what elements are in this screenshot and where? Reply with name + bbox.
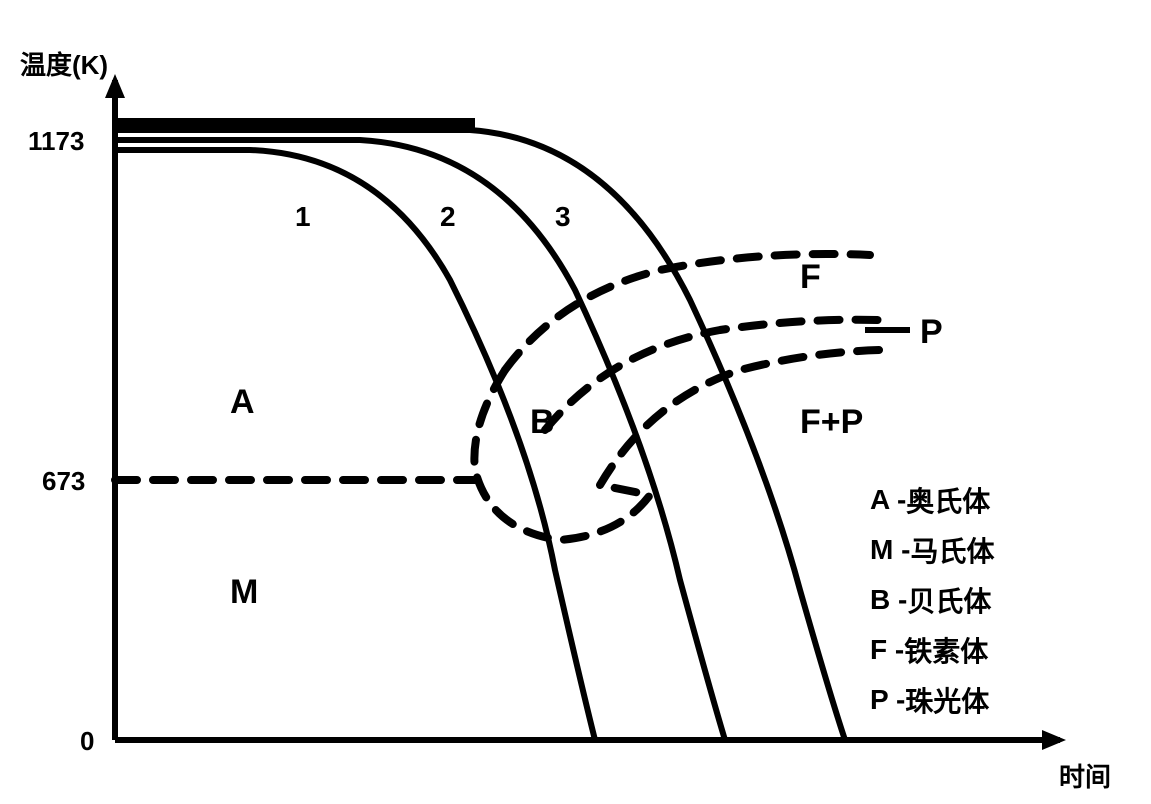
- y-tick-1173: 1173: [28, 126, 84, 157]
- legend-label: 贝氏体: [907, 580, 991, 620]
- x-axis-label: 时间: [1059, 757, 1111, 794]
- legend-key: B -: [870, 584, 907, 616]
- legend-key: F -: [870, 634, 904, 666]
- region-A: A: [230, 383, 255, 422]
- legend-row: A - 奥氏体: [870, 480, 994, 520]
- region-P: P: [920, 313, 943, 352]
- legend-label: 珠光体: [905, 680, 989, 720]
- legend-label: 马氏体: [910, 530, 994, 570]
- legend-key: M -: [870, 534, 910, 566]
- y-tick-673: 673: [42, 466, 85, 497]
- region-F: F: [800, 258, 821, 297]
- y-tick-0: 0: [80, 726, 94, 757]
- curve-label-2: 2: [440, 201, 456, 233]
- legend: A - 奥氏体M - 马氏体B - 贝氏体F - 铁素体P - 珠光体: [870, 480, 994, 730]
- legend-label: 铁素体: [904, 630, 988, 670]
- curve-label-3: 3: [555, 201, 571, 233]
- legend-row: P - 珠光体: [870, 680, 994, 720]
- legend-label: 奥氏体: [906, 480, 990, 520]
- y-axis-label: 温度(K): [20, 45, 108, 82]
- legend-row: B - 贝氏体: [870, 580, 994, 620]
- legend-row: M - 马氏体: [870, 530, 994, 570]
- region-M: M: [230, 573, 258, 612]
- region-B: B: [530, 403, 555, 442]
- legend-row: F - 铁素体: [870, 630, 994, 670]
- legend-key: A -: [870, 484, 906, 516]
- region-FP: F+P: [800, 403, 863, 442]
- curve-label-1: 1: [295, 201, 311, 233]
- legend-key: P -: [870, 684, 905, 716]
- cct-chart: 温度(K) 时间 1173 673 0 A M B F P F+P 1 2 3 …: [0, 0, 1151, 804]
